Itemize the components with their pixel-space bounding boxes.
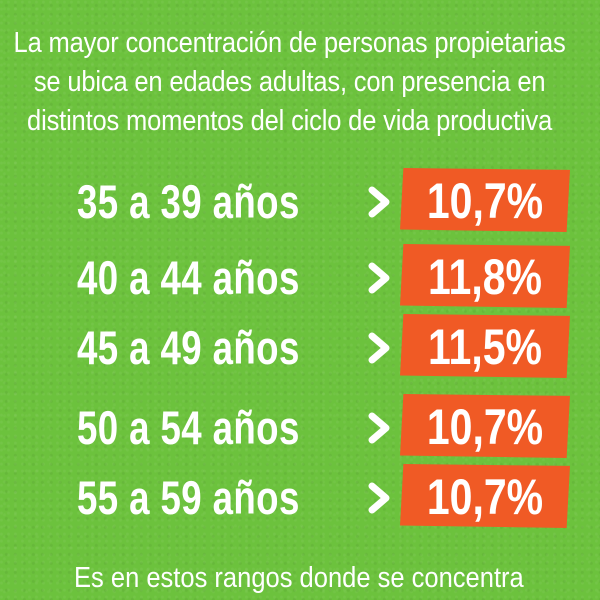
intro-line-3: distintos momentos del ciclo de vida pro…: [27, 105, 553, 137]
age-range-label: 50 a 54 años: [77, 401, 300, 454]
age-row-40-44: 40 a 44 años 11,8%: [0, 244, 600, 314]
chevron-right-icon: [368, 482, 390, 514]
age-row-50-54: 50 a 54 años 10,7%: [0, 394, 600, 464]
age-range-label: 40 a 44 años: [77, 251, 300, 304]
chevron-right-icon: [368, 412, 390, 444]
outro-text: Es en estos rangos donde se concentra: [74, 562, 524, 594]
percent-value: 11,5%: [427, 319, 542, 375]
intro-line-2: se ubica en edades adultas, con presenci…: [33, 66, 546, 98]
age-range-label: 55 a 59 años: [77, 471, 300, 524]
percent-value: 10,7%: [426, 399, 544, 455]
age-row-45-49: 45 a 49 años 11,5%: [0, 314, 600, 384]
chevron-right-icon: [368, 332, 390, 364]
age-range-label: 35 a 39 años: [77, 175, 300, 228]
intro-line-1: La mayor concentración de personas propi…: [13, 27, 566, 59]
percent-badge: [400, 244, 570, 308]
percent-badge: [400, 394, 570, 458]
age-range-label: 45 a 49 años: [77, 321, 300, 374]
percent-value: 10,7%: [426, 469, 544, 525]
chevron-right-icon: [368, 262, 390, 294]
chevron-right-icon: [368, 186, 390, 218]
age-row-35-39: 35 a 39 años 10,7%: [0, 168, 600, 238]
percent-badge: [400, 168, 570, 232]
age-row-55-59: 55 a 59 años 10,7%: [0, 464, 600, 534]
intro-text: La mayor concentración de personas propi…: [8, 24, 571, 141]
percent-badge: [400, 464, 570, 528]
percent-badge: [400, 314, 570, 378]
percent-value: 11,8%: [427, 249, 542, 305]
percent-value: 10,7%: [426, 173, 544, 229]
